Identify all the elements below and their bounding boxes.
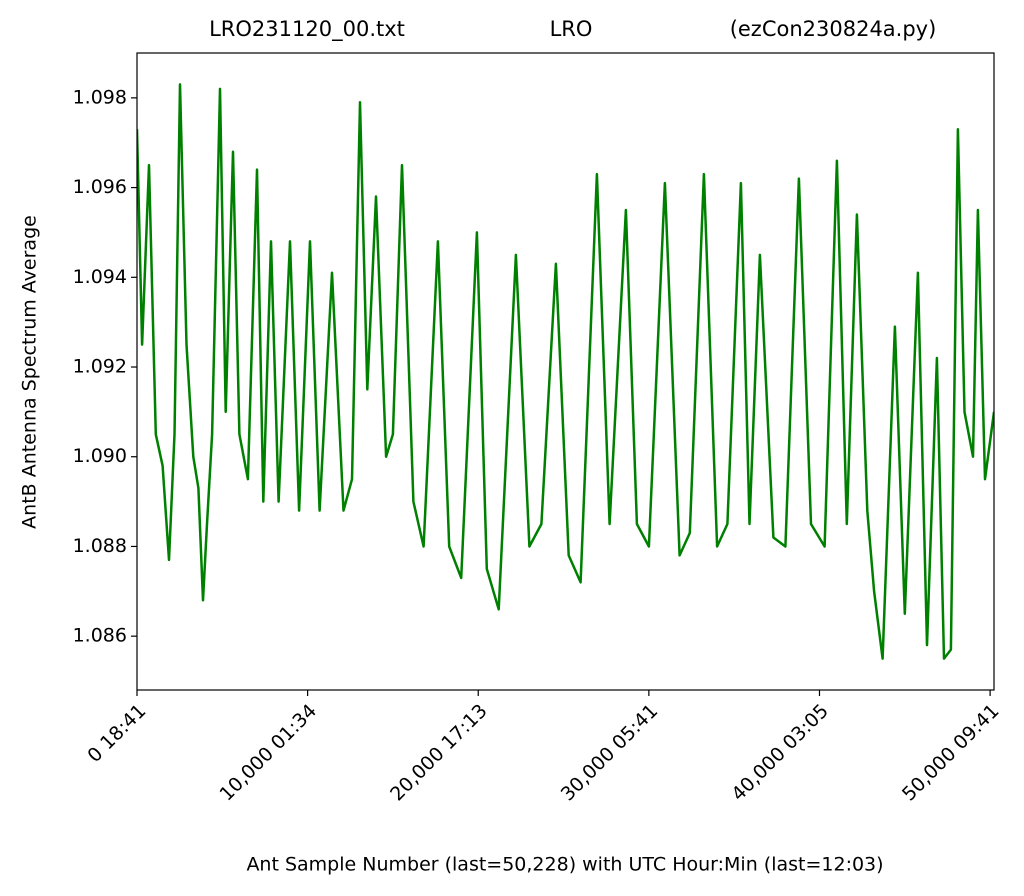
x-tick-label: 0 18:41	[83, 700, 150, 767]
y-tick-label: 1.096	[73, 176, 127, 198]
x-axis-label: Ant Sample Number (last=50,228) with UTC…	[246, 854, 883, 876]
y-tick-label: 1.088	[73, 535, 127, 557]
y-tick-label: 1.094	[73, 266, 127, 288]
y-tick-label: 1.090	[73, 445, 127, 467]
x-tick-label: 50,000 09:41	[898, 700, 1004, 806]
x-tick-label: 20,000 17:13	[386, 700, 492, 806]
y-tick-label: 1.098	[73, 86, 127, 108]
x-tick-label: 40,000 03:05	[727, 700, 833, 806]
x-tick-label: 10,000 01:34	[215, 700, 321, 806]
y-tick-label: 1.092	[73, 356, 127, 378]
y-axis-label: AntB Antenna Spectrum Average	[19, 215, 41, 529]
title-file: LRO231120_00.txt	[209, 17, 405, 42]
data-line	[137, 83, 994, 660]
title-station: LRO	[550, 17, 593, 41]
plot-frame	[136, 52, 995, 691]
y-tick-label: 1.086	[73, 625, 127, 647]
title-program: (ezCon230824a.py)	[730, 17, 937, 41]
x-tick-label: 30,000 05:41	[557, 700, 663, 806]
